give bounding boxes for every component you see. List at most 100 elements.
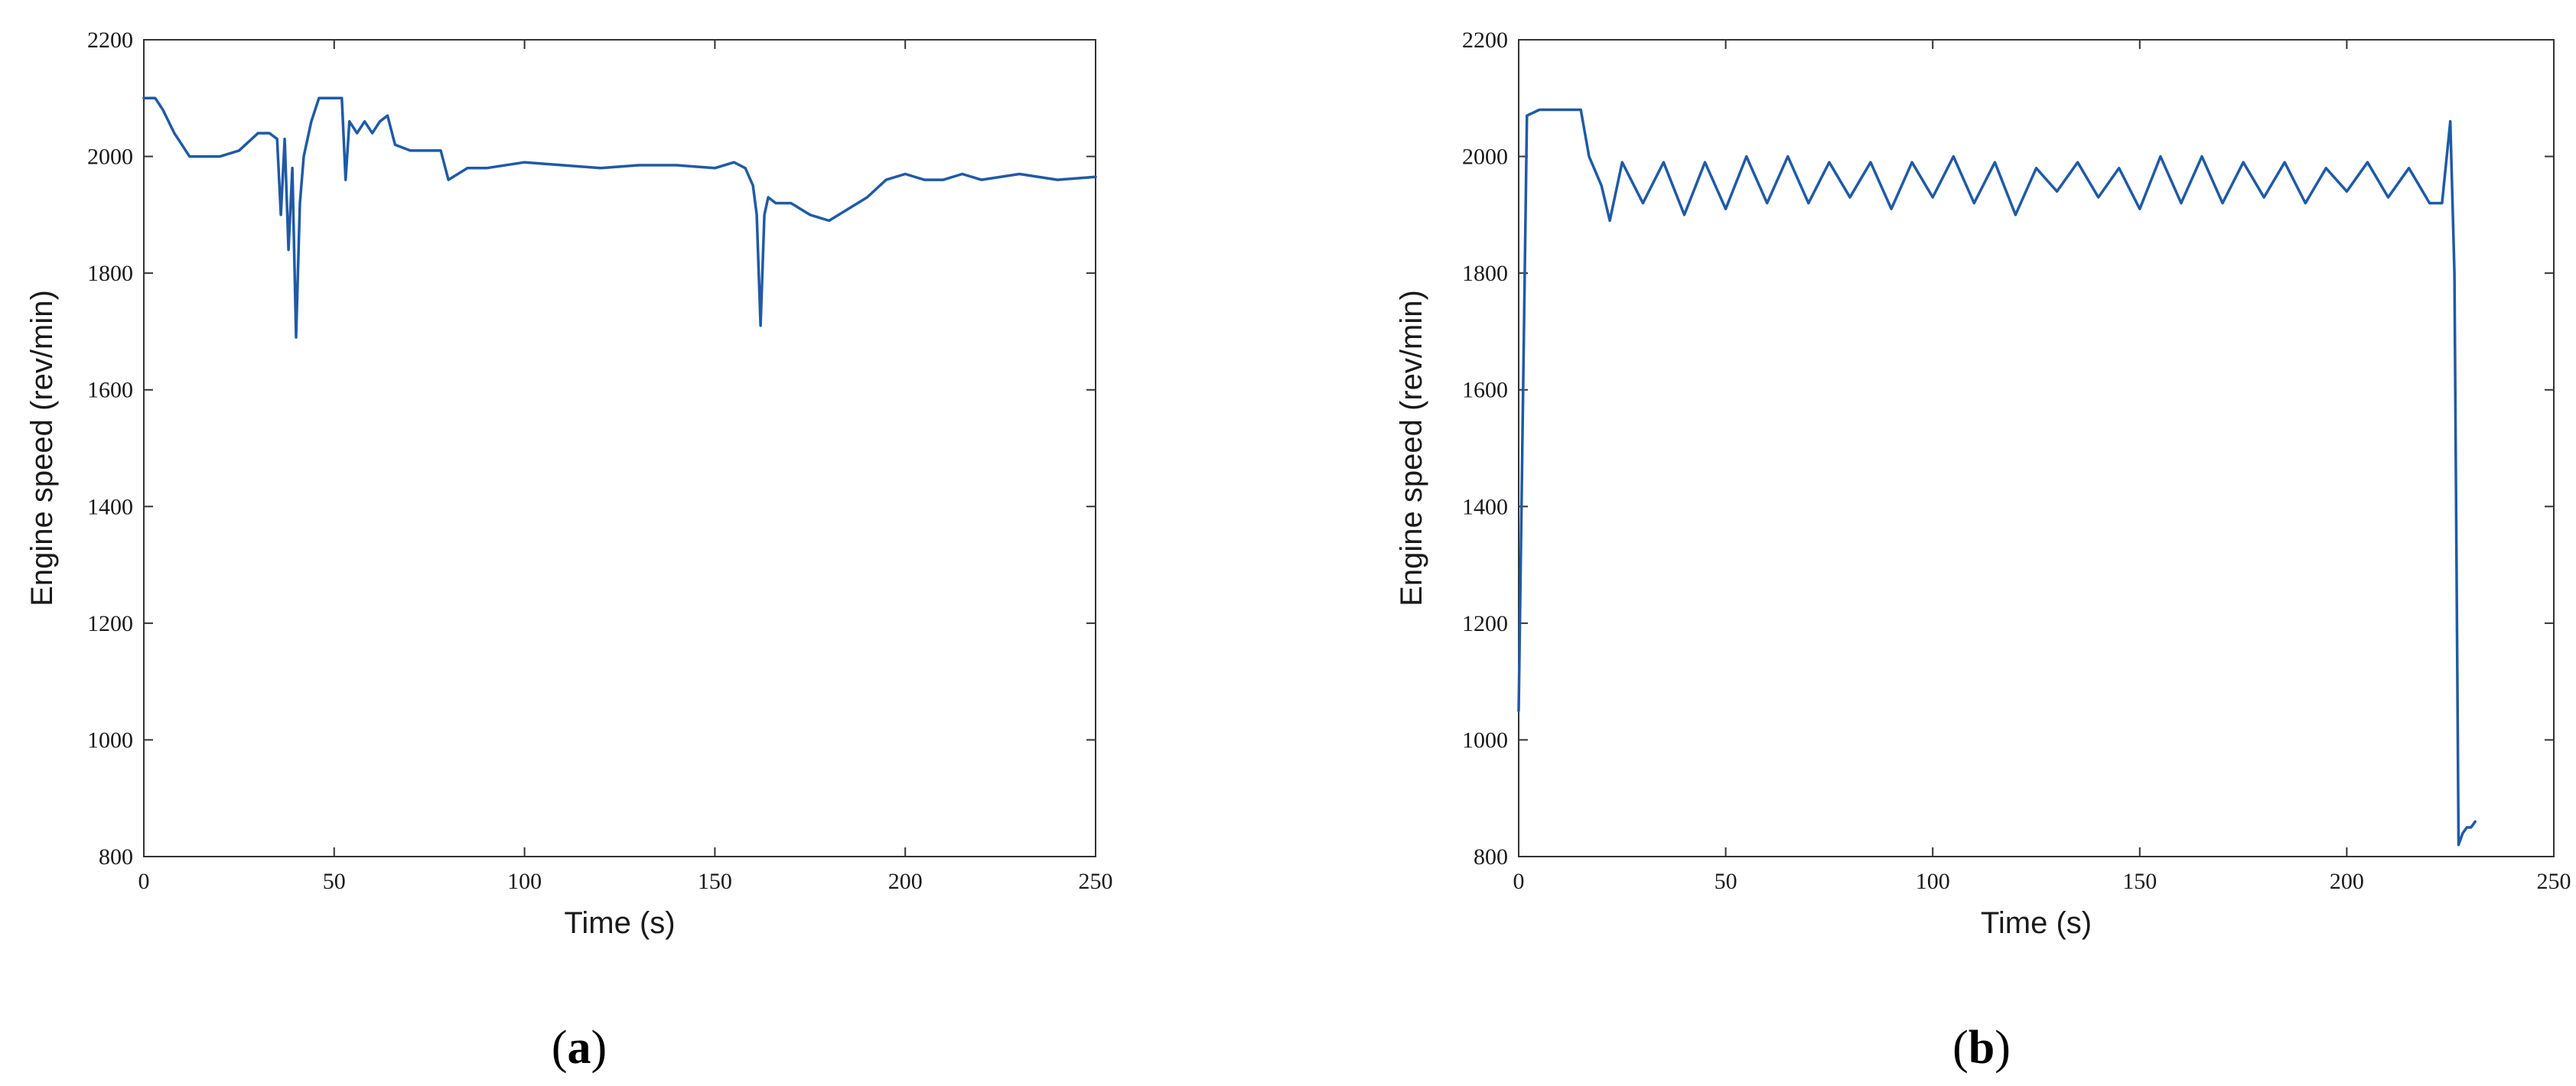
data-point (637, 164, 640, 167)
y-tick-label: 2000 (1462, 145, 1508, 170)
data-point (1683, 213, 1685, 216)
data-point (200, 155, 202, 158)
data-point (333, 97, 335, 99)
data-point (1538, 109, 1541, 111)
data-point (2470, 826, 2472, 829)
data-point (942, 178, 945, 181)
y-axis-title: Engine speed (rev/min) (25, 290, 59, 606)
y-tick-label: 1800 (1462, 261, 1508, 286)
data-point (2014, 213, 2017, 216)
y-tick-label: 2200 (87, 28, 133, 53)
x-tick-label: 50 (323, 869, 346, 894)
data-point (2118, 167, 2120, 170)
x-tick-label: 150 (2122, 869, 2157, 894)
data-point (275, 138, 278, 140)
chart-panel-a: 0 50 100 150 200 250 800 1000 1200 1400 1600 1800 20… (25, 28, 1113, 1074)
x-tick-label: 250 (2537, 869, 2571, 894)
x-tick-label: 100 (1916, 869, 1950, 894)
data-point (2366, 161, 2369, 164)
data-point (828, 219, 830, 222)
data-point (409, 149, 412, 152)
y-tick-label: 1000 (1462, 727, 1508, 753)
x-axis-title: Time (s) (564, 906, 675, 940)
panel-label: (a) (552, 1022, 607, 1074)
data-point (923, 178, 926, 181)
data-point (2387, 196, 2389, 199)
data-point (2221, 202, 2224, 204)
data-point (2461, 832, 2464, 834)
data-point (1848, 196, 1851, 199)
data-point (2138, 208, 2141, 210)
data-point (1558, 109, 1562, 111)
data-point (2428, 202, 2431, 204)
data-point (2159, 155, 2162, 158)
data-point (1094, 176, 1097, 178)
data-point (1018, 173, 1021, 175)
data-point (1621, 161, 1623, 164)
data-point (1807, 202, 1810, 204)
data-point (904, 173, 907, 175)
y-tick-label: 2200 (1462, 28, 1508, 53)
data-point (751, 184, 754, 187)
x-tick-label: 150 (698, 869, 732, 894)
data-point (363, 120, 366, 122)
y-tick-label: 2000 (87, 145, 133, 170)
data-point (298, 202, 301, 204)
data-point (1745, 155, 1747, 158)
y-tick-label: 1000 (87, 727, 133, 753)
data-point (2304, 202, 2307, 204)
data-point (759, 324, 762, 327)
data-point (1724, 208, 1727, 210)
data-point (2408, 167, 2410, 170)
data-point (386, 114, 389, 117)
x-tick-label: 0 (138, 869, 150, 894)
data-point (356, 132, 358, 135)
data-point (181, 144, 183, 146)
data-point (318, 97, 321, 99)
data-point (714, 167, 716, 170)
data-point (295, 336, 298, 339)
x-tick-label: 200 (888, 869, 923, 894)
data-point (1952, 155, 1955, 158)
data-point (2035, 167, 2037, 170)
chart-panel-b: 0 50 100 150 200 250 800 1000 1200 1400 1600 1800 20… (1395, 28, 2571, 1074)
data-point (1786, 155, 1789, 158)
data-point (562, 164, 564, 167)
data-point (733, 161, 735, 164)
data-point (161, 109, 164, 111)
data-point (1663, 161, 1665, 164)
data-point (1994, 161, 1996, 164)
x-tick-label: 0 (1513, 869, 1525, 894)
data-point (2076, 161, 2079, 164)
data-point (755, 213, 758, 216)
data-point (348, 120, 350, 122)
data-point (219, 155, 221, 158)
data-point (188, 155, 191, 158)
y-tick-label: 800 (99, 844, 133, 870)
data-point (340, 97, 343, 99)
data-point (310, 120, 313, 122)
data-point (1704, 161, 1706, 164)
data-point (291, 167, 294, 170)
data-point (269, 132, 271, 135)
data-point (2056, 190, 2058, 193)
data-point (2325, 167, 2327, 170)
data-point (2262, 196, 2265, 199)
data-point (1910, 161, 1913, 164)
data-point (1608, 219, 1611, 222)
data-point (1932, 196, 1934, 199)
data-point (238, 149, 240, 152)
data-point (283, 138, 286, 140)
data-point (142, 97, 145, 99)
y-tick-label: 1400 (1462, 494, 1508, 519)
data-point (2466, 826, 2468, 829)
data-point (394, 144, 396, 146)
plot-frame (143, 39, 1096, 857)
data-point (439, 149, 442, 152)
data-point (379, 120, 381, 122)
data-point (287, 249, 290, 251)
data-point (2180, 202, 2183, 204)
series-line (142, 96, 1097, 339)
data-point (847, 208, 849, 210)
